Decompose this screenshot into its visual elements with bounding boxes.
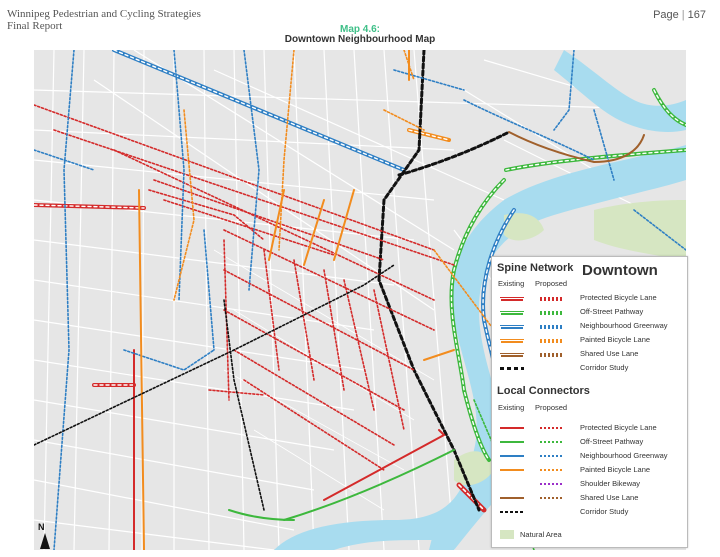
- local-existing-protected: [323, 429, 446, 501]
- legend-local-proposed-swatch: [540, 497, 564, 499]
- legend-spine-row-off-street-pathway: Off-Street Pathway: [492, 306, 687, 318]
- legend-spine-row-painted-bicycle-lane: Painted Bicycle Lane: [492, 334, 687, 346]
- legend-local-label: Protected Bicycle Lane: [580, 423, 657, 432]
- legend-local-existing-swatch: [500, 511, 524, 513]
- legend-local-existing-swatch: [500, 427, 524, 429]
- legend-local-row-shared-use-lane: Shared Use Lane: [492, 492, 687, 504]
- report-title-line2: Final Report: [7, 20, 63, 32]
- natural-area-north: [504, 213, 544, 241]
- legend-spine-proposed-swatch: [540, 339, 564, 343]
- report-title: Winnipeg Pedestrian and Cycling Strategi…: [7, 8, 201, 32]
- legend-local-proposed-swatch: [540, 441, 564, 443]
- page-indicator: Page | 167: [653, 9, 706, 21]
- legend-spine-label: Shared Use Lane: [580, 349, 639, 358]
- north-arrow-icon: [40, 533, 50, 549]
- legend-spine-proposed-swatch: [540, 325, 564, 329]
- legend-spine-proposed-swatch: [540, 297, 564, 301]
- legend-local-row-protected-bicycle-lane: Protected Bicycle Lane: [492, 422, 687, 434]
- legend-spine-label: Neighbourhood Greenway: [580, 321, 668, 330]
- legend-local-row-corridor-study: Corridor Study: [492, 506, 687, 518]
- legend-spine-label: Painted Bicycle Lane: [580, 335, 651, 344]
- legend-spine-row-neighbourhood-greenway: Neighbourhood Greenway: [492, 320, 687, 332]
- legend-spine-title: Spine Network: [497, 262, 574, 274]
- report-title-line1: Winnipeg Pedestrian and Cycling Strategi…: [7, 8, 201, 20]
- legend-local-existing-swatch: [500, 441, 524, 443]
- legend-spine-existing-swatch: [500, 339, 524, 344]
- map-legend: Spine Network Downtown Existing Proposed…: [491, 256, 688, 548]
- legend-local-label: Shared Use Lane: [580, 493, 639, 502]
- local-connectors: [34, 50, 686, 550]
- legend-local-existing-swatch: [500, 469, 524, 471]
- spine-painted-north-dash: [408, 129, 450, 141]
- page-label: Page: [653, 9, 679, 21]
- local-proposed-painted: [173, 50, 495, 331]
- legend-local-proposed-swatch: [540, 483, 564, 485]
- legend-spine-proposed-swatch: [540, 353, 564, 357]
- map-number: Map 4.6:: [339, 24, 380, 35]
- legend-local-row-shoulder-bikeway: Shoulder Bikeway: [492, 478, 687, 490]
- street-grid: [34, 50, 686, 550]
- legend-spine-proposed-label: Proposed: [535, 279, 568, 288]
- local-existing-painted: [138, 50, 455, 550]
- page-separator: |: [681, 9, 685, 21]
- spine-offstreet-ne-dash: [653, 89, 686, 126]
- legend-local-existing-label: Existing: [498, 403, 525, 412]
- legend-spine-existing-swatch: [500, 297, 524, 302]
- natural-area-swatch: [500, 530, 514, 539]
- legend-local-label: Painted Bicycle Lane: [580, 465, 651, 474]
- north-label: N: [38, 522, 45, 532]
- local-proposed-protected: [34, 104, 455, 471]
- river-red-north: [554, 50, 686, 132]
- spine-corridor-study-east: [397, 130, 511, 177]
- spine-greenway-northwest-dash: [113, 50, 405, 171]
- legend-local-label: Shoulder Bikeway: [580, 479, 641, 488]
- legend-spine-row-shared-use-lane: Shared Use Lane: [492, 348, 687, 360]
- local-corridor-study-south: [223, 299, 265, 511]
- legend-local-existing-swatch: [500, 455, 524, 457]
- spine-network: [34, 50, 686, 513]
- natural-area-label: Natural Area: [520, 530, 562, 539]
- legend-local-proposed-swatch: [540, 469, 564, 471]
- spine-corridor-study: [377, 50, 481, 512]
- legend-local-proposed-swatch: [540, 427, 564, 429]
- local-proposed-greenway: [34, 50, 686, 550]
- local-corridor-study: [34, 264, 395, 446]
- spine-protected-west-dash: [34, 204, 145, 209]
- red-river: [274, 145, 686, 550]
- spine-protected-forks-dash: [458, 484, 485, 511]
- legend-local-row-painted-bicycle-lane: Painted Bicycle Lane: [492, 464, 687, 476]
- local-existing-offstreet: [283, 449, 455, 521]
- local-shared-use: [508, 131, 645, 164]
- legend-local-label: Off-Street Pathway: [580, 437, 644, 446]
- legend-local-row-off-street-pathway: Off-Street Pathway: [492, 436, 687, 448]
- legend-local-row-neighbourhood-greenway: Neighbourhood Greenway: [492, 450, 687, 462]
- natural-area-east: [594, 200, 686, 260]
- legend-spine-existing-swatch: [500, 353, 524, 358]
- legend-spine-proposed-swatch: [540, 311, 564, 315]
- legend-spine-existing-label: Existing: [498, 279, 525, 288]
- spine-offstreet-pathway-dash: [450, 179, 505, 461]
- legend-spine-row-corridor-study: Corridor Study: [492, 362, 687, 374]
- legend-spine-label: Off-Street Pathway: [580, 307, 644, 316]
- page-number: 167: [687, 9, 706, 21]
- legend-local-proposed-swatch: [540, 455, 564, 457]
- legend-spine-label: Protected Bicycle Lane: [580, 293, 657, 302]
- legend-spine-existing-swatch: [500, 367, 524, 370]
- legend-spine-row-protected-bicycle-lane: Protected Bicycle Lane: [492, 292, 687, 304]
- legend-local-existing-swatch: [500, 497, 524, 499]
- legend-local-label: Neighbourhood Greenway: [580, 451, 668, 460]
- legend-spine-existing-swatch: [500, 325, 524, 330]
- legend-local-proposed-label: Proposed: [535, 403, 568, 412]
- legend-spine-label: Corridor Study: [580, 363, 629, 372]
- legend-local-title: Local Connectors: [497, 385, 590, 397]
- legend-local-label: Corridor Study: [580, 507, 629, 516]
- legend-spine-existing-swatch: [500, 311, 524, 316]
- legend-place-name: Downtown: [582, 262, 658, 279]
- local-existing-offstreet-west: [228, 509, 295, 521]
- map-title: Downtown Neighbourhood Map: [284, 34, 436, 45]
